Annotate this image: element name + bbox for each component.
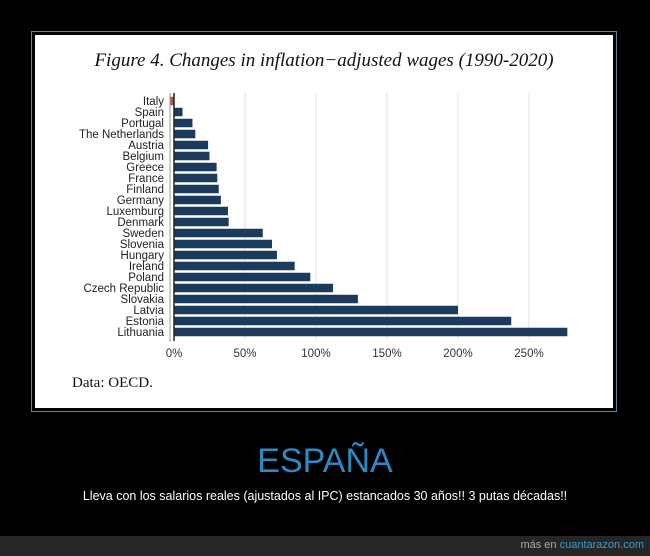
category-label: Sweden: [122, 228, 164, 240]
bar: [174, 107, 183, 117]
bar: [174, 206, 228, 216]
footer-text: más en cuantarazon.com: [520, 539, 644, 551]
x-tick-label: 100%: [301, 348, 330, 360]
bar: [174, 217, 229, 227]
bar: [174, 239, 272, 249]
bar: [174, 129, 196, 139]
category-label: Poland: [128, 272, 164, 284]
category-label: Latvia: [133, 305, 164, 317]
bar: [174, 250, 277, 260]
bar: [174, 261, 295, 271]
x-tick-label: 250%: [514, 348, 543, 360]
bar: [174, 305, 458, 315]
category-label: Italy: [143, 96, 164, 108]
x-tick-label: 200%: [443, 348, 472, 360]
x-tick-label: 150%: [372, 348, 401, 360]
bar: [174, 173, 218, 183]
bar: [174, 195, 221, 205]
site-link[interactable]: cuantarazon.com: [559, 539, 644, 551]
caption-text: Lleva con los salarios reales (ajustados…: [82, 489, 568, 503]
bar: [174, 294, 358, 304]
chart-source: Data: OECD.: [72, 375, 153, 391]
x-tick-label: 0%: [166, 348, 183, 360]
category-label: Finland: [126, 184, 164, 196]
category-label: Estonia: [126, 316, 165, 328]
bar: [174, 283, 334, 293]
category-label: Czech Republic: [83, 283, 164, 295]
chart-card: [35, 35, 613, 408]
bar: [169, 96, 174, 106]
category-label: The Netherlands: [79, 129, 164, 141]
headline: ESPAÑA: [257, 442, 393, 480]
footer-bar: más en cuantarazon.com: [0, 536, 650, 556]
chart-title: Figure 4. Changes in inflation−adjusted …: [94, 50, 554, 71]
bar: [174, 162, 217, 172]
bar-chart: 0% 50% 100% 150% 200% 250% ItalySpainPortugalT…: [79, 93, 568, 360]
category-label: Spain: [135, 107, 164, 119]
bar: [174, 140, 209, 150]
bar: [174, 118, 193, 128]
bar: [174, 228, 263, 238]
category-label: France: [128, 173, 164, 185]
category-label: Lithuania: [117, 327, 164, 339]
bar: [174, 316, 512, 326]
chart-frame: [31, 31, 617, 412]
bar: [174, 272, 311, 282]
category-label: Greece: [126, 162, 164, 174]
bar: [174, 184, 219, 194]
bar: [174, 327, 568, 337]
category-label: Denmark: [117, 217, 164, 229]
category-label: Slovenia: [120, 239, 165, 251]
category-label: Portugal: [121, 118, 164, 130]
category-label: Germany: [117, 195, 165, 207]
footer-prefix: más en: [520, 539, 557, 551]
bar: [174, 151, 210, 161]
category-label: Slovakia: [121, 294, 165, 306]
x-tick-label: 50%: [233, 348, 256, 360]
category-label: Luxemburg: [106, 206, 164, 218]
category-label: Ireland: [129, 261, 164, 273]
category-label: Austria: [128, 140, 164, 152]
category-label: Belgium: [122, 151, 164, 163]
category-label: Hungary: [121, 250, 165, 262]
